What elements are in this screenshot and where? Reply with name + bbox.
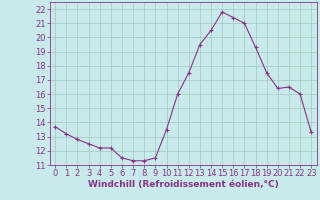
X-axis label: Windchill (Refroidissement éolien,°C): Windchill (Refroidissement éolien,°C) — [88, 180, 279, 189]
